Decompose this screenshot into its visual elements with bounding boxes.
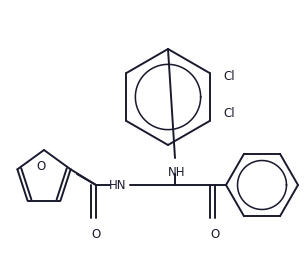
Text: O: O [36, 160, 46, 173]
Text: O: O [210, 228, 220, 241]
Text: Cl: Cl [224, 106, 235, 119]
Text: Cl: Cl [224, 70, 235, 83]
Text: NH: NH [168, 166, 186, 179]
Text: O: O [91, 228, 101, 241]
Text: HN: HN [108, 178, 126, 191]
